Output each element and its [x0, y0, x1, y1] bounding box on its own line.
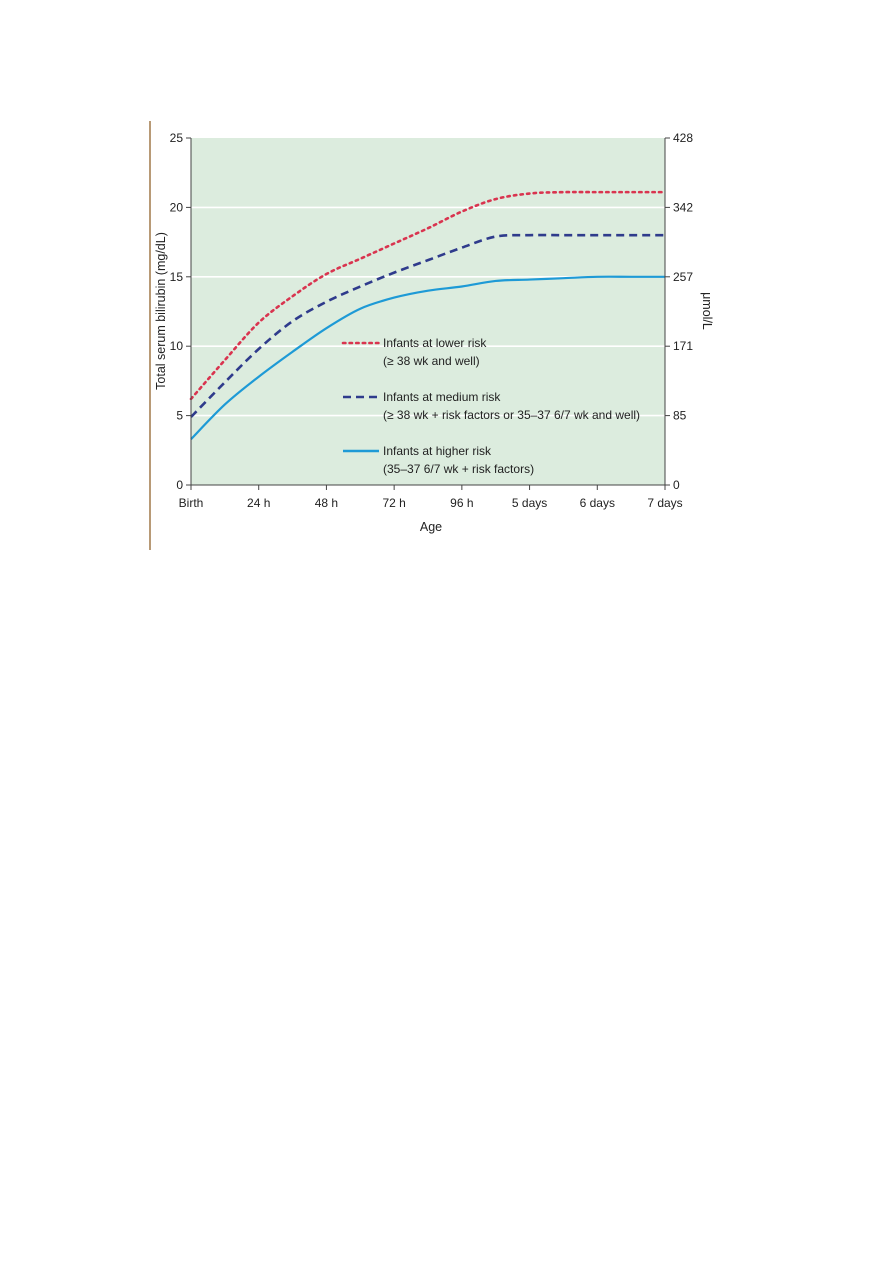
- y2-tick-label: 342: [673, 200, 693, 214]
- legend-detail-2: (≥ 38 wk + risk factors or 35–37 6/7 wk …: [383, 408, 640, 422]
- x-tick-label: 6 days: [580, 496, 615, 510]
- x-tick-label: 72 h: [382, 496, 405, 510]
- y-tick-label: 20: [170, 200, 184, 214]
- y-axis-title: Total serum bilirubin (mg/dL): [154, 232, 168, 390]
- legend-label-2: Infants at medium risk: [383, 390, 501, 404]
- y2-tick-label: 85: [673, 409, 687, 423]
- y2-tick-label: 0: [673, 478, 680, 492]
- series-line-3: [190, 275, 665, 440]
- legend-label-1: Infants at lower risk: [383, 336, 487, 350]
- x-tick-label: Birth: [179, 496, 204, 510]
- y-tick-label: 5: [176, 409, 183, 423]
- x-ticks: Birth 24 h 48 h 72 h 96 h 5 days 6 days 7 days: [179, 485, 683, 510]
- y-tick-label: 10: [170, 339, 184, 353]
- y-tick-label: 25: [170, 131, 184, 145]
- plot-area: [191, 138, 665, 485]
- x-tick-label: 24 h: [247, 496, 270, 510]
- legend-label-3: Infants at higher risk: [383, 444, 492, 458]
- x-tick-label: 48 h: [315, 496, 338, 510]
- series-line-1: [189, 190, 667, 401]
- y-tick-label: 0: [176, 478, 183, 492]
- series-lines: [189, 190, 667, 440]
- y2-axis-title: μmol/L: [700, 292, 714, 330]
- x-tick-label: 7 days: [647, 496, 682, 510]
- page-margin-rule: [149, 121, 151, 550]
- series-line-2: [190, 233, 665, 418]
- axes: [190, 138, 666, 486]
- legend-detail-1: (≥ 38 wk and well): [383, 354, 480, 368]
- x-tick-label: 96 h: [450, 496, 473, 510]
- legend-detail-3: (35–37 6/7 wk + risk factors): [383, 462, 534, 476]
- right-y-ticks: 0 85 171 257 342 428: [665, 131, 693, 492]
- y2-tick-label: 257: [673, 270, 693, 284]
- x-tick-label: 5 days: [512, 496, 547, 510]
- y2-tick-label: 428: [673, 131, 693, 145]
- x-axis-title: Age: [420, 520, 442, 534]
- legend: Infants at lower risk (≥ 38 wk and well) I…: [341, 336, 640, 476]
- y-tick-label: 15: [170, 270, 184, 284]
- left-y-ticks: 0 5 10 15 20 25: [170, 131, 191, 492]
- y2-tick-label: 171: [673, 339, 693, 353]
